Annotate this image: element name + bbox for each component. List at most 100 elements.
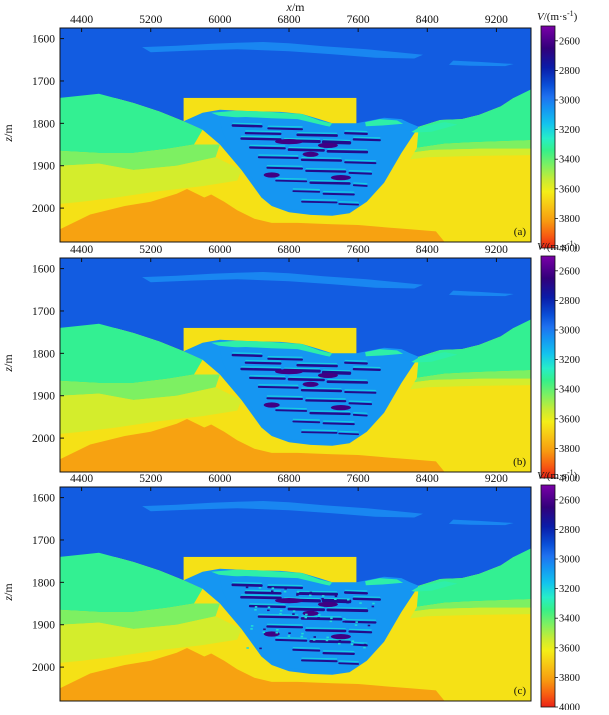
y-tick-label: 1700: [32, 306, 55, 318]
colorbar-tick-label: 3800: [559, 444, 580, 455]
anomaly-streak: [309, 181, 351, 185]
colorbar-tick-label: 3400: [559, 614, 580, 625]
speckle: [254, 606, 258, 608]
colorbar-tick-label: 2800: [559, 296, 580, 307]
layer-teal-right: [416, 548, 531, 607]
speckle: [267, 609, 270, 612]
anomaly-streak: [326, 380, 369, 384]
anomaly-streak: [267, 585, 304, 590]
streak-halo: [297, 132, 338, 134]
streak-halo: [240, 366, 281, 369]
streak-halo: [284, 137, 320, 140]
panel-frame: [59, 486, 532, 702]
velocity-image: [60, 487, 531, 701]
speckle: [254, 609, 257, 611]
lens-band-right: [365, 119, 404, 127]
anomaly-streak: [249, 376, 286, 380]
colorbar-tick-label: 3400: [559, 155, 580, 166]
y-axis-label-unit: /m: [1, 354, 15, 367]
speckle: [250, 628, 253, 630]
anomaly-streak: [249, 146, 286, 150]
anomaly-streak: [292, 190, 321, 193]
speckle: [276, 629, 279, 631]
streak-halo: [292, 418, 320, 421]
speckle: [301, 632, 304, 635]
anomaly-streak: [244, 591, 282, 595]
streak-halo: [344, 359, 368, 362]
streak-halo: [310, 410, 351, 413]
streak-halo: [301, 198, 338, 201]
y-tick-label: 1800: [32, 348, 55, 360]
colorbar-title: V/(m·s-1): [537, 9, 578, 23]
streak-halo: [338, 660, 359, 663]
colorbar-tick-label: 3200: [559, 355, 580, 366]
colorbar-tick-label: 4000: [559, 703, 580, 711]
anomaly-streak: [275, 179, 308, 183]
y-tick-label: 1900: [32, 161, 55, 173]
streak-halo: [348, 628, 372, 631]
layer-green-right: [414, 140, 531, 153]
colorbar-tick-label: 3600: [559, 184, 580, 195]
y-tick-label: 2000: [32, 662, 55, 674]
streak-halo: [353, 136, 381, 139]
anomaly-streak: [300, 158, 343, 162]
speckle: [359, 602, 362, 604]
colorbar-title: V/(m·s-1): [537, 239, 578, 253]
anomaly-lens: [302, 151, 319, 157]
x-tick-label: 7600: [347, 14, 370, 26]
streak-halo: [297, 362, 338, 365]
streak-halo: [275, 637, 307, 640]
lens-band-left: [211, 340, 333, 357]
layer-teal-right: [416, 89, 531, 148]
layer-top-blue-right: [356, 540, 531, 586]
streak-halo: [240, 135, 281, 138]
lens-band-left: [211, 569, 333, 586]
y-tick-label: 1900: [32, 391, 55, 403]
colorbar-tick-label: 2600: [559, 36, 580, 47]
colorbar-title-exponent: -1: [567, 239, 574, 248]
x-tick-label: 5200: [139, 473, 162, 485]
streak-halo: [323, 420, 355, 423]
speckle: [287, 635, 291, 637]
layer-lime-left: [60, 616, 242, 663]
speckle: [245, 586, 249, 589]
x-tick-label: 8400: [416, 14, 439, 26]
anomaly-streak: [267, 127, 303, 131]
colorbar-tick-label: 2600: [559, 266, 580, 277]
speckle: [271, 587, 275, 589]
anomaly-streak: [244, 132, 282, 135]
layer-lime-right: [410, 148, 531, 160]
x-tick-label: 7600: [347, 473, 370, 485]
y-axis-label-unit: /m: [1, 583, 15, 596]
streak-halo: [258, 613, 299, 616]
speckle: [355, 621, 358, 623]
streak-halo: [232, 581, 262, 584]
anomaly-streak: [338, 662, 360, 665]
streak-halo: [249, 603, 286, 606]
streak-halo: [344, 389, 376, 392]
speckle: [338, 640, 342, 642]
streak-halo: [338, 430, 359, 433]
x-axis-label-symbol: x: [286, 0, 293, 14]
speckle: [292, 613, 295, 615]
streak-halo: [305, 397, 346, 400]
colorbar-title: V/(m·s-1): [537, 468, 578, 482]
colorbar-tick-label: 3000: [559, 96, 580, 107]
streak-halo: [323, 190, 355, 193]
speckle: [263, 628, 266, 631]
speckle: [296, 591, 300, 593]
anomaly-streak: [348, 402, 373, 406]
streak-halo: [292, 188, 320, 191]
streak-halo: [258, 154, 299, 157]
layer-teal-left: [60, 552, 203, 612]
x-tick-label: 6000: [208, 14, 231, 26]
streak-halo: [305, 627, 346, 630]
x-tick-label: 8400: [416, 473, 439, 485]
anomaly-streak: [305, 399, 347, 403]
speckle: [250, 625, 254, 627]
anomaly-streak: [240, 367, 282, 371]
anomaly-streak: [296, 133, 338, 137]
anomaly-streak: [348, 630, 373, 634]
layer-teal-right: [416, 319, 531, 378]
colorbar-title-symbol: V: [537, 470, 545, 482]
